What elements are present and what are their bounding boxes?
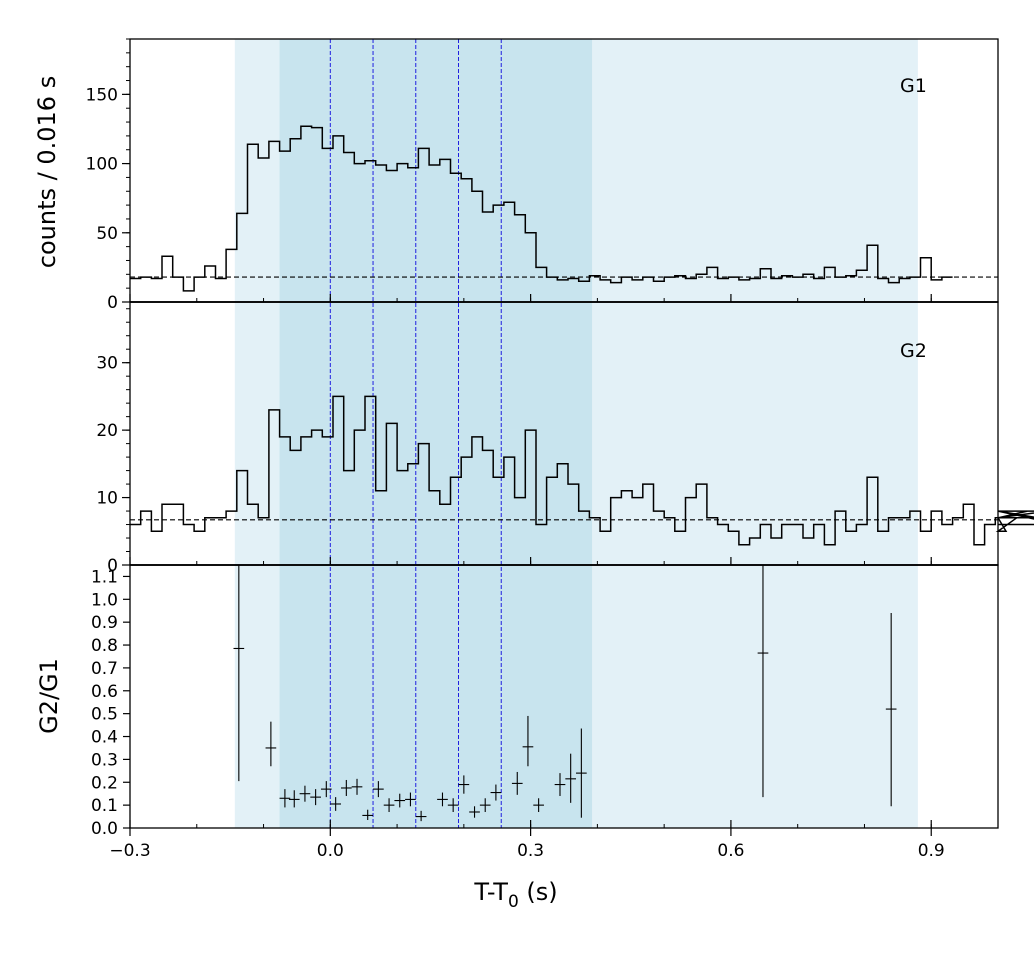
ratio-point	[299, 785, 311, 802]
ratio-point	[469, 806, 480, 818]
ratio-point	[437, 792, 448, 807]
ratio-point	[576, 728, 587, 818]
y-axis-title-counts: counts / 0.016 s	[33, 76, 61, 268]
ratio-point	[340, 779, 352, 796]
x-tick-label: 0.0	[317, 841, 344, 861]
ratio-point	[757, 565, 769, 798]
g1-y-ticks: 0 50 100 150	[86, 38, 130, 313]
ratio-y-ticks: 0.0 0.1 0.2 0.30.4 0.5 0.6 0.7 0.8 0.9 1.0 1.1	[91, 567, 130, 839]
ratio-point	[233, 565, 245, 782]
g1-light-curve	[130, 125, 953, 292]
ratio-tick-label: 0.5	[91, 705, 118, 725]
panel-g1: G1 0 50 100 150	[86, 38, 998, 313]
ratio-tick-label: 0.8	[91, 636, 118, 656]
ratio-point	[288, 790, 300, 808]
panel-g2: G2 0 10 20 30	[96, 308, 1034, 576]
ratio-point	[330, 797, 341, 811]
panel-hardness-ratio: 0.0 0.1 0.2 0.30.4 0.5 0.6 0.7 0.8 0.9 1.0 1.1	[91, 565, 897, 839]
x-tick-label: 0.3	[517, 841, 544, 861]
g1-tick-label: 100	[86, 155, 118, 175]
ratio-point	[447, 798, 459, 812]
x-tick-label: −0.3	[109, 841, 150, 861]
ratio-tick-label: 0.4	[91, 728, 118, 748]
ratio-tick-label: 0.9	[91, 613, 118, 633]
dark-band	[279, 39, 593, 828]
ratio-tick-label: 0.3	[91, 750, 118, 770]
x-tick-label: 0.9	[918, 841, 945, 861]
ratio-point	[373, 781, 384, 798]
ratio-point	[320, 781, 332, 798]
ratio-tick-label: 0.1	[91, 796, 118, 816]
ratio-point	[490, 784, 502, 801]
hardness-ratio-points	[233, 565, 897, 822]
ratio-point	[554, 773, 566, 796]
ratio-tick-label: 1.0	[91, 590, 118, 610]
y-axis-title-ratio: G2/G1	[35, 658, 63, 734]
g2-panel-label: G2	[900, 340, 927, 362]
ratio-point	[522, 715, 534, 767]
axes-frames	[129, 38, 999, 829]
g1-tick-label: 50	[96, 224, 118, 244]
ratio-point	[351, 778, 363, 795]
ratio-point	[279, 789, 291, 808]
ratio-tick-label: 0.7	[91, 659, 118, 679]
x-axis-title-subscript: 0	[508, 892, 519, 912]
ratio-point	[310, 789, 321, 806]
g2-tick-label: 20	[96, 421, 118, 441]
g1-tick-label: 150	[86, 85, 118, 105]
ratio-point	[362, 809, 374, 820]
x-tick-label: 0.6	[717, 841, 744, 861]
ratio-tick-label: 0.6	[91, 682, 118, 702]
g1-tick-label: 0	[107, 293, 118, 313]
ratio-tick-label: 0.0	[91, 819, 118, 839]
ratio-point	[565, 753, 577, 803]
x-axis-title-unit: (s)	[519, 878, 558, 906]
ratio-point	[511, 771, 523, 795]
ratio-point	[383, 798, 395, 812]
g2-light-curve	[130, 395, 1034, 546]
g2-tick-label: 30	[96, 354, 118, 374]
x-axis-title: T-T0 (s)	[473, 878, 557, 912]
ratio-point	[394, 793, 406, 808]
x-axis-title-main: T-T	[473, 878, 508, 906]
g2-y-ticks: 0 10 20 30	[96, 308, 130, 576]
ratio-point	[458, 775, 470, 794]
ratio-point	[405, 792, 416, 807]
ratio-point	[533, 798, 544, 812]
ratio-point	[885, 613, 897, 807]
ratio-point	[479, 798, 491, 812]
interval-boundary-lines	[329, 39, 502, 828]
ratio-point	[265, 721, 277, 767]
time-interval-bands	[234, 39, 918, 828]
ratio-point	[415, 810, 427, 822]
ratio-tick-label: 0.2	[91, 773, 118, 793]
g1-panel-label: G1	[900, 75, 927, 97]
g2-tick-label: 10	[96, 489, 118, 509]
g2-tick-label: 0	[107, 556, 118, 576]
ratio-tick-label: 1.1	[91, 567, 118, 587]
